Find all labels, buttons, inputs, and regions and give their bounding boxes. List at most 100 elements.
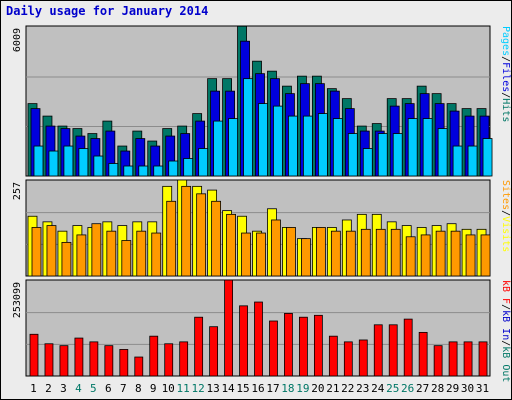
bar-pages-day-3 <box>63 145 74 177</box>
bar-kb_f-day-22 <box>343 341 353 377</box>
bar-kb_f-day-25 <box>388 324 398 377</box>
x-tick-label-25: 25 <box>386 382 399 395</box>
bar-sites-day-14 <box>226 213 236 277</box>
bar-pages-day-22 <box>347 133 358 177</box>
bar-pages-day-20 <box>317 113 328 177</box>
bar-kb_f-day-9 <box>149 335 159 377</box>
legend-visits-sites: Sites/Visits <box>500 180 511 252</box>
bar-pages-day-26 <box>407 118 418 177</box>
bar-pages-day-18 <box>288 115 298 177</box>
bar-kb_f-day-14 <box>224 279 233 377</box>
bar-pages-day-5 <box>93 155 104 177</box>
bar-sites-day-31 <box>480 234 491 277</box>
legend-item-kb_f: kB F <box>500 280 511 304</box>
bar-kb_f-day-8 <box>134 356 144 377</box>
bar-kb_f-day-5 <box>89 341 99 377</box>
legend-kbytes: kB F/kB In/kB Out <box>500 280 511 382</box>
bar-kb_f-day-24 <box>373 324 383 377</box>
bar-sites-day-17 <box>271 219 281 277</box>
bar-kb_f-day-7 <box>119 349 129 377</box>
bar-sites-day-11 <box>181 185 192 277</box>
x-tick-label-30: 30 <box>461 382 474 395</box>
bar-sites-day-22 <box>345 230 356 277</box>
bar-kb_f-day-30 <box>463 341 473 377</box>
bar-kb_f-day-19 <box>299 316 308 377</box>
bar-pages-day-14 <box>228 118 238 177</box>
x-tick-label-7: 7 <box>120 382 127 395</box>
bar-pages-day-12 <box>198 148 209 177</box>
bar-kb_f-day-4 <box>74 337 84 377</box>
bar-sites-day-19 <box>301 238 311 277</box>
bar-sites-day-25 <box>390 228 401 277</box>
bar-pages-day-6 <box>108 163 119 177</box>
bar-pages-day-1 <box>33 145 44 177</box>
bar-sites-day-13 <box>211 200 222 277</box>
x-tick-label-13: 13 <box>206 382 219 395</box>
x-tick-label-21: 21 <box>326 382 339 395</box>
bar-sites-day-8 <box>136 230 147 277</box>
legend-item-hits: Hits <box>500 98 511 122</box>
bar-pages-day-31 <box>482 138 493 177</box>
x-tick-label-3: 3 <box>60 382 67 395</box>
bar-pages-day-19 <box>303 115 313 177</box>
y-max-label-visits-sites: 257 <box>12 182 23 200</box>
bar-sites-day-1 <box>31 227 42 277</box>
bar-sites-day-4 <box>76 234 87 277</box>
x-tick-label-26: 26 <box>401 382 414 395</box>
bar-sites-day-3 <box>61 241 72 277</box>
legend-item-kb_in: kB In <box>500 310 511 340</box>
bar-sites-day-15 <box>241 232 251 277</box>
x-tick-label-16: 16 <box>251 382 264 395</box>
x-tick-label-29: 29 <box>446 382 459 395</box>
bar-pages-day-27 <box>422 118 433 177</box>
bar-pages-day-7 <box>123 165 134 177</box>
bar-sites-day-30 <box>465 234 476 277</box>
bar-pages-day-25 <box>392 133 403 177</box>
bar-sites-day-27 <box>420 234 431 277</box>
bar-pages-day-2 <box>48 150 59 177</box>
legend-item-sep3: / <box>500 210 511 216</box>
chart-title: Daily usage for January 2014 <box>6 4 209 18</box>
bar-pages-day-11 <box>183 158 194 177</box>
bar-pages-day-24 <box>377 133 388 177</box>
bar-pages-day-29 <box>452 145 463 177</box>
bar-sites-day-6 <box>106 230 117 277</box>
legend-item-sites: Sites <box>500 180 511 210</box>
bar-kb_f-day-21 <box>328 335 338 377</box>
bar-kb_f-day-12 <box>194 316 204 377</box>
bar-kb_f-day-6 <box>104 345 114 377</box>
x-tick-label-28: 28 <box>431 382 444 395</box>
bar-kb_f-day-13 <box>209 326 219 377</box>
bar-sites-day-12 <box>196 193 207 277</box>
x-tick-label-4: 4 <box>75 382 82 395</box>
x-tick-label-9: 9 <box>150 382 157 395</box>
bar-kb_f-day-10 <box>164 343 174 377</box>
bar-kb_f-day-2 <box>44 343 54 377</box>
x-tick-label-12: 12 <box>192 382 205 395</box>
bar-sites-day-28 <box>435 230 446 277</box>
bar-sites-day-5 <box>91 223 102 277</box>
legend-item-sep4: / <box>500 304 511 310</box>
bar-sites-day-18 <box>286 227 296 277</box>
bar-kb_f-day-16 <box>254 301 263 377</box>
bar-sites-day-26 <box>405 236 416 277</box>
bar-sites-day-10 <box>166 200 177 277</box>
bar-pages-day-30 <box>467 145 478 177</box>
bar-sites-day-20 <box>315 227 326 277</box>
bar-pages-day-8 <box>138 165 149 177</box>
x-tick-label-2: 2 <box>45 382 52 395</box>
legend-item-sep5: / <box>500 340 511 346</box>
bar-kb_f-day-23 <box>358 339 368 377</box>
bar-pages-day-28 <box>437 128 448 177</box>
x-tick-label-11: 11 <box>177 382 190 395</box>
bar-sites-day-2 <box>46 225 57 277</box>
x-tick-label-8: 8 <box>135 382 142 395</box>
bar-pages-day-16 <box>258 103 268 177</box>
bar-kb_f-day-11 <box>179 341 189 377</box>
x-tick-label-6: 6 <box>105 382 112 395</box>
bar-kb_f-day-28 <box>433 345 443 377</box>
bar-pages-day-23 <box>362 148 373 177</box>
x-tick-label-22: 22 <box>341 382 354 395</box>
bar-sites-day-7 <box>121 240 132 277</box>
